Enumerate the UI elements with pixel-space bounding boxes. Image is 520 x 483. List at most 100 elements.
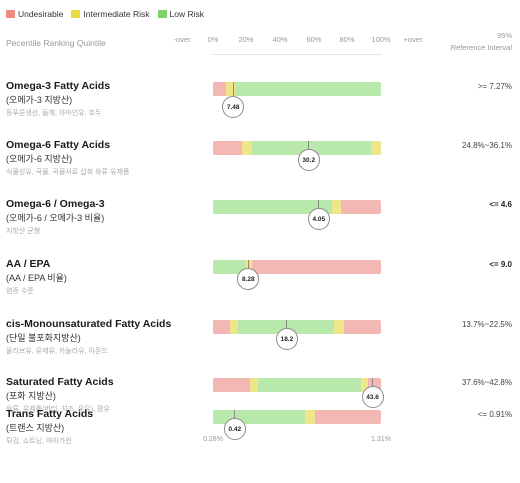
bar-segment-undesirable [251, 260, 381, 274]
value-marker: 7.48 [222, 96, 245, 118]
reference-header-line2: Reference Interval [450, 43, 512, 52]
range-max-label: 1.31% [371, 436, 391, 443]
bar-segment-intermediate [241, 141, 252, 155]
bar-segment-intermediate [360, 378, 368, 392]
marker-row: Saturated Fatty Acids (포화 지방산) 육류, 유제품(버… [0, 376, 520, 436]
range-min-label: 0.28% [203, 436, 223, 443]
reference-value: >= 7.27% [477, 82, 512, 91]
risk-bar [213, 378, 381, 392]
risk-bar [213, 320, 381, 334]
bar-segment-low [234, 82, 381, 96]
marker-row: cis-Monounsaturated Fatty Acids (단일 불포화지… [0, 318, 520, 378]
tick-label: 80% [339, 35, 355, 44]
bar-segment-intermediate [333, 320, 345, 334]
bar-segment-undesirable [213, 141, 242, 155]
row-note: 염증 수준 [6, 288, 34, 295]
row-title: Omega-6 / Omega-3 [6, 198, 105, 210]
bar-segment-intermediate [249, 378, 259, 392]
reference-value: 37.6%~42.8% [461, 378, 512, 387]
percentile-header: Pecentile Ranking Quintile [6, 38, 106, 48]
legend-item-undesirable: Undesirable [6, 9, 63, 19]
marker-row: Trans Fatty Acids (트랜스 지방산) 튀김, 쇼트닝, 마아가… [0, 408, 520, 468]
tick-label: 60% [306, 35, 322, 44]
marker-stem [286, 320, 288, 328]
header-divider [212, 54, 382, 55]
marker-stem [234, 410, 236, 418]
row-title: Saturated Fatty Acids [6, 376, 114, 388]
reference-value: 24.8%~36.1% [461, 141, 512, 150]
value-marker: 8.28 [237, 268, 260, 290]
value-marker: 43.6 [361, 386, 384, 408]
legend-swatch-intermediate [71, 10, 81, 18]
legend-swatch-undesirable [6, 10, 15, 18]
legend-swatch-low [157, 10, 167, 18]
marker-row: Omega-6 Fatty Acids (오메가-6 지방산) 식물성유, 곡물… [0, 139, 520, 199]
legend-label-intermediate: Intermediate Risk [83, 9, 150, 19]
bar-segment-low [213, 260, 245, 274]
legend-item-low: Low Risk [157, 9, 204, 19]
row-subtitle: (오메가-6 지방산) [6, 154, 73, 164]
reference-value: <= 0.91% [477, 410, 512, 419]
row-title: Omega-6 Fatty Acids [6, 139, 111, 151]
row-title: Omega-3 Fatty Acids [6, 80, 111, 92]
row-title: AA / EPA [6, 258, 51, 270]
risk-bar [213, 410, 381, 424]
row-note: 등푸른생선, 들깨, 아마인유, 호두 [6, 110, 102, 117]
marker-row: Omega-6 / Omega-3 (오메가-6 / 오메가-3 비율) 지방산… [0, 198, 520, 258]
risk-bar [213, 141, 381, 155]
row-subtitle: (단일 불포화지방산) [6, 333, 81, 343]
bar-segment-low [251, 141, 371, 155]
tick-label: 40% [272, 35, 288, 44]
tick-label: 20% [238, 35, 254, 44]
reference-header-line1: 95% [496, 31, 512, 40]
value-marker: 18.2 [275, 328, 298, 350]
bar-segment-intermediate [332, 200, 341, 214]
legend-label-undesirable: Undesirable [18, 9, 64, 19]
row-title: cis-Monounsaturated Fatty Acids [6, 318, 172, 330]
tick-label: 0% [207, 35, 219, 44]
reference-value: <= 9.0 [489, 260, 512, 269]
legend-item-intermediate: Intermediate Risk [71, 9, 150, 19]
tick-label: 100% [371, 35, 391, 44]
bar-segment-undesirable [315, 410, 381, 424]
risk-bar [213, 82, 381, 96]
row-subtitle: (트랜스 지방산) [6, 423, 65, 433]
bar-segment-undesirable [213, 320, 230, 334]
bar-segment-low [238, 320, 334, 334]
reference-value: <= 4.6 [489, 200, 512, 209]
legend: Undesirable Intermediate Risk Low Risk [6, 9, 212, 19]
marker-row: Omega-3 Fatty Acids (오메가-3 지방산) 등푸른생선, 들… [0, 80, 520, 140]
row-subtitle: (오메가-6 / 오메가-3 비율) [6, 213, 105, 223]
marker-stem [372, 378, 374, 386]
reference-header: 95% Reference Interval [451, 30, 512, 54]
bar-segment-intermediate [305, 410, 316, 424]
value-marker: 30.2 [297, 149, 320, 171]
row-note: 육류, 유제품(버터, 치즈, 우유), 팜유 [6, 406, 110, 413]
row-note: 올리브유, 유제유, 카놀라유, 아몬드 [6, 348, 108, 355]
row-title: Trans Fatty Acids [6, 408, 94, 420]
bar-segment-undesirable [340, 200, 381, 214]
row-note: 식물성유, 곡물, 곡물사료 섭취 육류·유제품 [6, 169, 130, 176]
row-subtitle: (포화 지방산) [6, 391, 56, 401]
row-subtitle: (AA / EPA 비율) [6, 273, 67, 283]
bar-segment-low [258, 378, 361, 392]
marker-stem [232, 82, 234, 96]
bar-segment-undesirable [344, 320, 381, 334]
marker-stem [318, 200, 320, 208]
value-marker: 0.42 [223, 418, 246, 440]
bar-segment-intermediate [229, 320, 239, 334]
row-subtitle: (오메가-3 지방산) [6, 95, 73, 105]
value-marker: 4.05 [307, 208, 330, 230]
reference-value: 13.7%~22.5% [461, 320, 512, 329]
bar-segment-intermediate [370, 141, 381, 155]
tick-label: -over [173, 35, 191, 44]
marker-stem [308, 141, 310, 149]
marker-row: AA / EPA (AA / EPA 비율) 염증 수준 8.28 <= 9.0 [0, 258, 520, 318]
row-note: 지방산 균형 [6, 228, 41, 235]
bar-segment-low [213, 200, 333, 214]
legend-label-low: Low Risk [169, 9, 204, 19]
bar-segment-intermediate [226, 82, 235, 96]
row-note: 튀김, 쇼트닝, 마아가린 [6, 438, 72, 445]
bar-segment-undesirable [213, 378, 250, 392]
marker-stem [247, 260, 249, 268]
